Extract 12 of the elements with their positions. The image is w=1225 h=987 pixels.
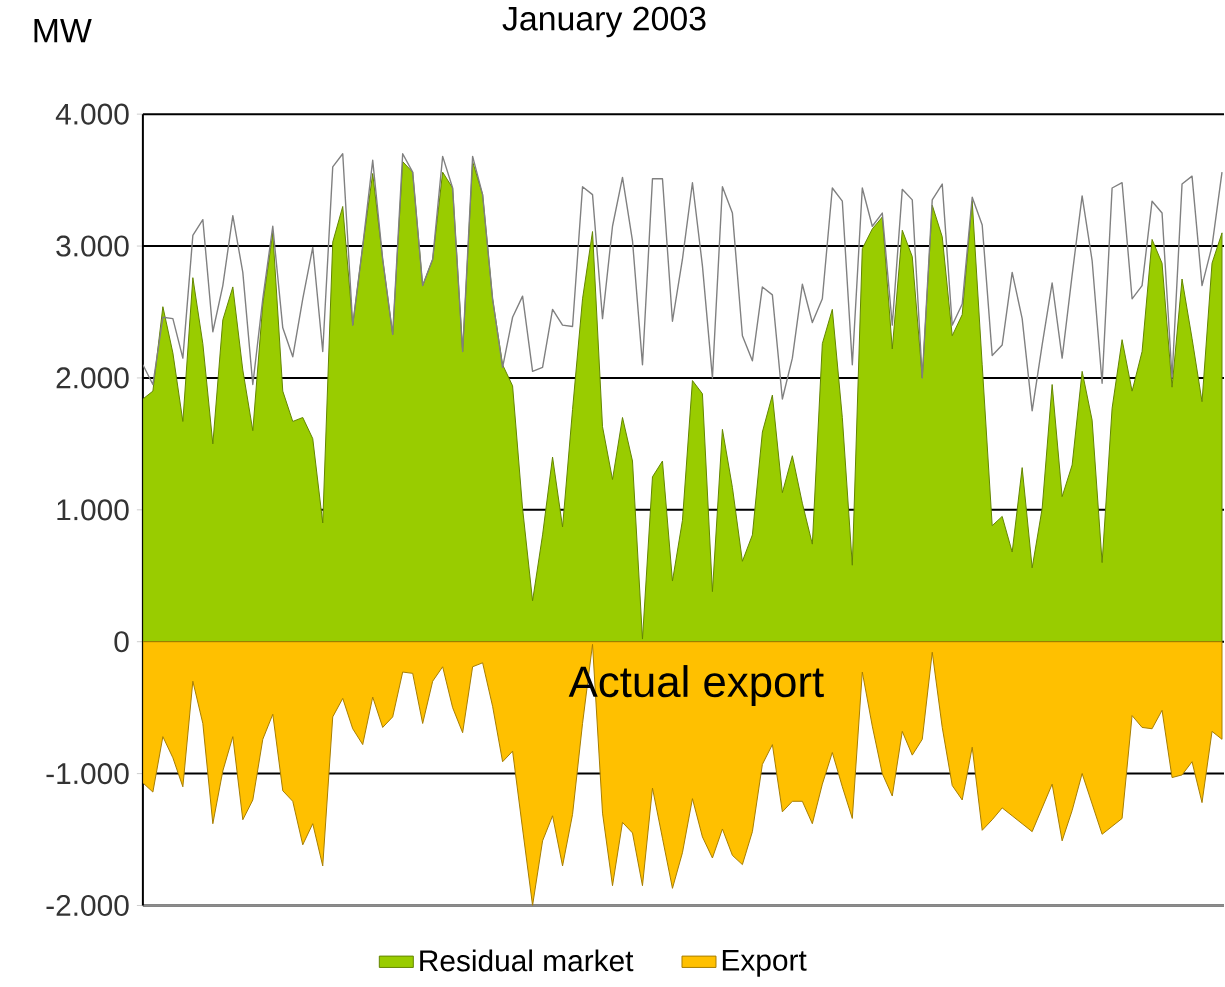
y-tick-label: 3.000 <box>56 235 129 257</box>
y-tick-label: -1.000 <box>46 762 129 784</box>
chart-title: January 2003 <box>502 6 706 38</box>
y-tick-label: 2.000 <box>56 367 129 389</box>
y-tick-label: -2.000 <box>46 894 129 916</box>
y-tick-label: 4.000 <box>55 103 129 125</box>
legend-label: Residual market <box>420 949 634 972</box>
y-tick-label: 0 <box>114 630 129 653</box>
legend-label: Export <box>722 949 807 977</box>
y-tick-label: 1.000 <box>57 499 129 521</box>
y-axis-title: MW <box>34 18 92 43</box>
line-series <box>142 152 1223 412</box>
